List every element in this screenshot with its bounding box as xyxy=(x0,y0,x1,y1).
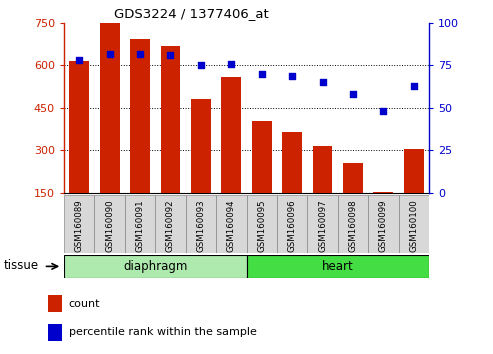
Title: GDS3224 / 1377406_at: GDS3224 / 1377406_at xyxy=(114,7,269,21)
Point xyxy=(349,92,357,97)
Bar xyxy=(221,77,241,193)
Bar xyxy=(70,61,89,193)
Text: diaphragm: diaphragm xyxy=(123,260,187,273)
Text: GSM160100: GSM160100 xyxy=(409,199,418,252)
Text: percentile rank within the sample: percentile rank within the sample xyxy=(69,327,257,337)
Text: GSM160089: GSM160089 xyxy=(75,199,84,252)
Text: GSM160091: GSM160091 xyxy=(136,199,144,252)
Bar xyxy=(246,195,277,253)
Bar xyxy=(368,195,398,253)
Bar xyxy=(216,195,246,253)
Text: GSM160092: GSM160092 xyxy=(166,199,175,252)
Bar xyxy=(95,195,125,253)
Text: GSM160093: GSM160093 xyxy=(196,199,206,252)
Bar xyxy=(64,255,246,278)
Bar xyxy=(313,146,332,193)
Bar xyxy=(125,195,155,253)
Bar xyxy=(48,295,63,312)
Text: GSM160097: GSM160097 xyxy=(318,199,327,252)
Point xyxy=(410,83,418,89)
Point xyxy=(106,51,113,56)
Bar xyxy=(343,163,363,193)
Text: heart: heart xyxy=(322,260,353,273)
Text: GSM160096: GSM160096 xyxy=(287,199,297,252)
Point xyxy=(136,51,144,56)
Bar xyxy=(338,195,368,253)
Point xyxy=(380,109,387,114)
Text: GSM160095: GSM160095 xyxy=(257,199,266,252)
Text: count: count xyxy=(69,298,100,309)
Bar xyxy=(373,192,393,193)
Bar xyxy=(48,324,63,341)
Bar xyxy=(398,195,429,253)
Bar xyxy=(161,46,180,193)
Bar xyxy=(100,23,120,193)
Bar xyxy=(64,195,95,253)
Text: GSM160099: GSM160099 xyxy=(379,199,388,252)
Point xyxy=(288,73,296,79)
Bar xyxy=(191,99,211,193)
Point xyxy=(167,52,175,58)
Bar xyxy=(130,39,150,193)
Bar xyxy=(282,132,302,193)
Text: GSM160090: GSM160090 xyxy=(105,199,114,252)
Bar xyxy=(186,195,216,253)
Point xyxy=(318,80,326,85)
Text: GSM160094: GSM160094 xyxy=(227,199,236,252)
Point xyxy=(197,63,205,68)
Bar xyxy=(277,195,307,253)
Bar xyxy=(155,195,186,253)
Text: GSM160098: GSM160098 xyxy=(349,199,357,252)
Bar xyxy=(404,149,423,193)
Bar xyxy=(252,121,272,193)
Point xyxy=(75,58,83,63)
Bar xyxy=(307,195,338,253)
Text: tissue: tissue xyxy=(3,259,38,272)
Point xyxy=(258,71,266,77)
Bar xyxy=(246,255,429,278)
Point xyxy=(227,61,235,67)
